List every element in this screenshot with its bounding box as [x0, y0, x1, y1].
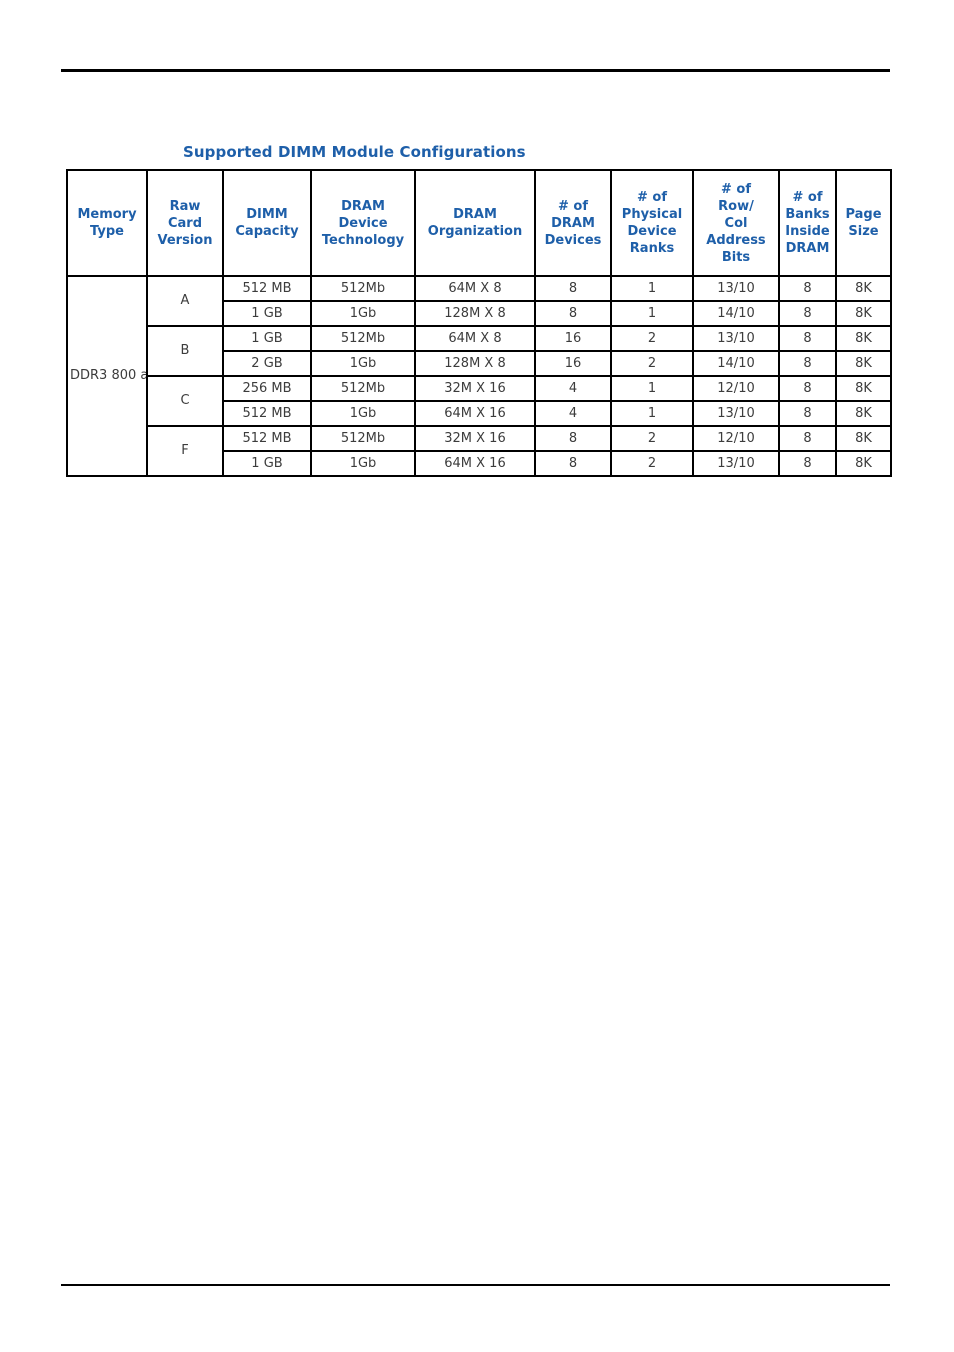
table-title: Supported DIMM Module Configurations: [183, 143, 526, 161]
cell-banks-inside-dram: 8: [778, 300, 837, 327]
table-row: 512 MB 1Gb 64M X 16 4 1 13/10 8 8K: [67, 400, 892, 427]
cell-page-size: 8K: [835, 300, 892, 327]
cell-dram-organization: 128M X 8: [414, 300, 536, 327]
table-row: 1 GB 1Gb 64M X 16 8 2 13/10 8 8K: [67, 450, 892, 477]
table-row: DDR3 800 and 1066 A 512 MB 512Mb 64M X 8…: [66, 275, 892, 477]
cell-banks-inside-dram: 8: [778, 450, 837, 477]
cell-banks-inside-dram: 8: [778, 275, 837, 302]
cell-page-size: 8K: [835, 325, 892, 352]
cell-num-physical-device-ranks: 2: [610, 350, 694, 377]
cell-num-dram-devices: 8: [534, 425, 612, 452]
col-header-num-physical-device-ranks: # of Physical Device Ranks: [610, 169, 694, 277]
cell-num-physical-device-ranks: 1: [610, 275, 694, 302]
cell-dram-device-technology: 512Mb: [310, 375, 416, 402]
cell-num-physical-device-ranks: 2: [610, 450, 694, 477]
cell-dram-device-technology: 1Gb: [310, 400, 416, 427]
cell-dram-device-technology: 1Gb: [310, 450, 416, 477]
col-header-memory-type: Memory Type: [66, 169, 148, 277]
cell-dram-organization: 128M X 8: [414, 350, 536, 377]
cell-row-col-address-bits: 12/10: [692, 425, 780, 452]
cell-num-physical-device-ranks: 2: [610, 325, 694, 352]
cell-raw-card-version: B: [146, 325, 224, 377]
cell-dram-organization: 64M X 8: [414, 275, 536, 302]
cell-dram-organization: 64M X 8: [414, 325, 536, 352]
cell-banks-inside-dram: 8: [778, 400, 837, 427]
cell-memory-type: DDR3 800 and 1066: [66, 275, 148, 477]
cell-page-size: 8K: [835, 400, 892, 427]
cell-raw-card-version: A: [146, 275, 224, 327]
cell-num-dram-devices: 8: [534, 300, 612, 327]
cell-banks-inside-dram: 8: [778, 425, 837, 452]
cell-page-size: 8K: [835, 450, 892, 477]
col-header-dram-organization: DRAM Organization: [414, 169, 536, 277]
page-top-rule: [61, 69, 890, 72]
cell-dram-device-technology: 1Gb: [310, 300, 416, 327]
cell-dram-device-technology: 512Mb: [310, 425, 416, 452]
col-header-page-size: Page Size: [835, 169, 892, 277]
cell-num-physical-device-ranks: 1: [610, 375, 694, 402]
col-header-row-col-address-bits: # of Row/ Col Address Bits: [692, 169, 780, 277]
cell-dimm-capacity: 1 GB: [222, 325, 312, 352]
cell-dram-organization: 64M X 16: [414, 400, 536, 427]
cell-dram-organization: 32M X 16: [414, 425, 536, 452]
col-header-dimm-capacity: DIMM Capacity: [222, 169, 312, 277]
table-row: 2 GB 1Gb 128M X 8 16 2 14/10 8 8K: [67, 350, 892, 377]
table-row: 1 GB 1Gb 128M X 8 8 1 14/10 8 8K: [67, 300, 892, 327]
cell-dram-device-technology: 512Mb: [310, 325, 416, 352]
cell-dram-organization: 64M X 16: [414, 450, 536, 477]
cell-dimm-capacity: 1 GB: [222, 300, 312, 327]
cell-num-dram-devices: 16: [534, 325, 612, 352]
cell-row-col-address-bits: 13/10: [692, 450, 780, 477]
cell-banks-inside-dram: 8: [778, 375, 837, 402]
cell-page-size: 8K: [835, 275, 892, 302]
cell-dimm-capacity: 1 GB: [222, 450, 312, 477]
cell-banks-inside-dram: 8: [778, 350, 837, 377]
cell-dram-device-technology: 1Gb: [310, 350, 416, 377]
cell-num-dram-devices: 8: [534, 450, 612, 477]
col-header-raw-card-version: Raw Card Version: [146, 169, 224, 277]
header-row: Memory Type Raw Card Version DIMM Capaci…: [66, 169, 892, 277]
cell-row-col-address-bits: 12/10: [692, 375, 780, 402]
cell-raw-card-version: C: [146, 375, 224, 427]
cell-dimm-capacity: 512 MB: [222, 425, 312, 452]
cell-num-dram-devices: 16: [534, 350, 612, 377]
cell-row-col-address-bits: 13/10: [692, 325, 780, 352]
cell-num-dram-devices: 4: [534, 375, 612, 402]
cell-num-dram-devices: 8: [534, 275, 612, 302]
cell-row-col-address-bits: 13/10: [692, 275, 780, 302]
cell-page-size: 8K: [835, 375, 892, 402]
cell-banks-inside-dram: 8: [778, 325, 837, 352]
table-row: F 512 MB 512Mb 32M X 16 8 2 12/10 8 8K: [67, 425, 892, 477]
cell-dimm-capacity: 512 MB: [222, 400, 312, 427]
col-header-banks-inside-dram: # of Banks Inside DRAM: [778, 169, 837, 277]
cell-page-size: 8K: [835, 350, 892, 377]
col-header-num-dram-devices: # of DRAM Devices: [534, 169, 612, 277]
cell-row-col-address-bits: 14/10: [692, 300, 780, 327]
cell-dram-device-technology: 512Mb: [310, 275, 416, 302]
cell-num-physical-device-ranks: 1: [610, 300, 694, 327]
cell-num-physical-device-ranks: 2: [610, 425, 694, 452]
cell-row-col-address-bits: 13/10: [692, 400, 780, 427]
page-bottom-rule: [61, 1284, 890, 1286]
dimm-config-table: Memory Type Raw Card Version DIMM Capaci…: [66, 169, 892, 477]
cell-dimm-capacity: 256 MB: [222, 375, 312, 402]
cell-raw-card-version: F: [146, 425, 224, 477]
table-row: B 1 GB 512Mb 64M X 8 16 2 13/10 8 8K: [67, 325, 892, 377]
cell-row-col-address-bits: 14/10: [692, 350, 780, 377]
cell-dimm-capacity: 512 MB: [222, 275, 312, 302]
cell-num-physical-device-ranks: 1: [610, 400, 694, 427]
cell-page-size: 8K: [835, 425, 892, 452]
col-header-dram-device-technology: DRAM Device Technology: [310, 169, 416, 277]
cell-dram-organization: 32M X 16: [414, 375, 536, 402]
cell-dimm-capacity: 2 GB: [222, 350, 312, 377]
table-row: C 256 MB 512Mb 32M X 16 4 1 12/10 8 8K: [67, 375, 892, 427]
cell-num-dram-devices: 4: [534, 400, 612, 427]
